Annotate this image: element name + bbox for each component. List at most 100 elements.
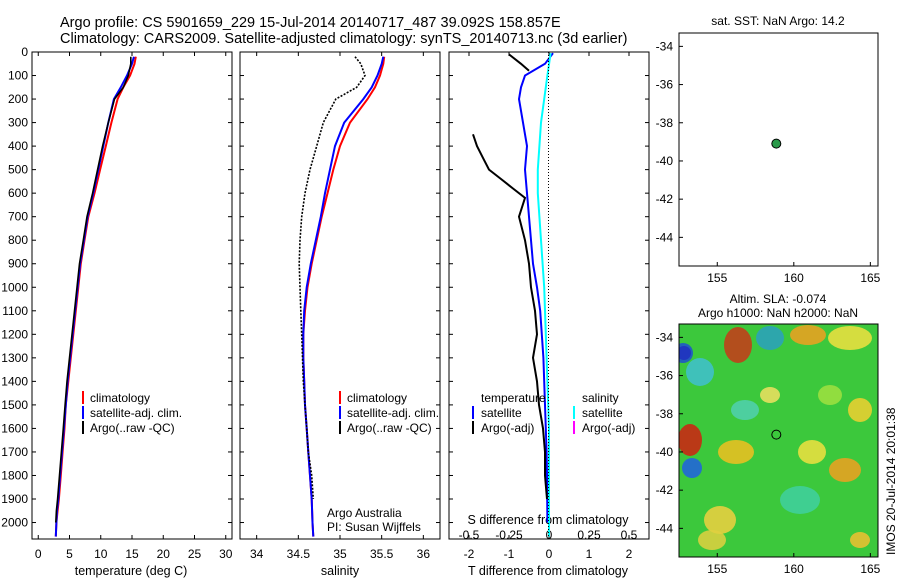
salinity-legend: climatology satellite-adj. clim. Argo(..… [327, 391, 439, 534]
map-y-tick-label: -36 [656, 369, 674, 383]
t-difference-x-axis: -2 -1 0 1 2 [464, 52, 633, 561]
argo-credit-line2: PI: Susan Wijffels [327, 520, 421, 534]
legend-label-climatology: climatology [90, 391, 150, 405]
heatmap-patch [679, 346, 691, 360]
series-line-climatology [54, 56, 137, 537]
temperature-x-label: temperature (deg C) [75, 564, 188, 578]
heatmap-patch [718, 440, 754, 464]
x-tick-label: 20 [157, 547, 171, 561]
heatmap-patch [829, 458, 861, 482]
s-tick-label: 0.25 [577, 528, 601, 542]
series-line-temperature-argo-adj- [472, 133, 548, 500]
difference-series [472, 52, 554, 537]
x-tick-label: 25 [188, 547, 202, 561]
legend-header-temperature: temperature [481, 391, 546, 405]
s-tick-label: 0.5 [621, 528, 638, 542]
depth-tick-label: 1400 [1, 374, 28, 388]
sst-map-title: sat. SST: NaN Argo: 14.2 [711, 14, 845, 28]
depth-tick-label: 1900 [1, 492, 28, 506]
depth-tick-label: 1000 [1, 280, 28, 294]
s-tick-label: -0.25 [495, 528, 523, 542]
sla-map-axes: 155 160 165 -34 -36 -38 -40 -42 -44 [656, 330, 881, 576]
argo-credit-line1: Argo Australia [327, 506, 402, 520]
x-tick-label: 30 [219, 547, 233, 561]
x-tick-label: 35.5 [370, 547, 394, 561]
heatmap-patch [698, 530, 726, 550]
salinity-x-label: salinity [321, 564, 360, 578]
depth-tick-label: 1100 [2, 304, 28, 318]
depth-tick-label: 800 [8, 233, 28, 247]
x-tick-label: 2 [626, 547, 633, 561]
legend-label-s-satellite: satellite [582, 406, 623, 420]
legend-label-t-satellite: satellite [481, 406, 522, 420]
map-y-tick-label: -40 [656, 154, 674, 168]
depth-tick-label: 900 [8, 257, 28, 271]
legend-label-argo: Argo(..raw -QC) [347, 421, 432, 435]
float-position-markers [771, 138, 782, 440]
depth-tick-label: 1600 [1, 421, 28, 435]
series-line-temperature-argo-adj-upper [508, 53, 530, 72]
x-tick-label: 35 [333, 547, 347, 561]
map-x-tick-label: 165 [860, 271, 880, 285]
x-tick-label: 34.5 [287, 547, 311, 561]
s-tick-label: -0.5 [459, 528, 480, 542]
sla-map-title-line1: Altim. SLA: -0.074 [730, 292, 827, 306]
map-y-tick-label: -40 [656, 445, 674, 459]
map-y-tick-label: -34 [656, 39, 674, 53]
float-position-marker-sst [771, 138, 782, 149]
x-tick-label: 15 [125, 547, 139, 561]
series-line-satellite-adj-clim- [302, 56, 385, 537]
map-x-tick-label: 160 [784, 271, 804, 285]
series-line-satellite-adj-clim- [54, 56, 135, 537]
series-line-climatology [302, 56, 386, 537]
sla-heatmap [679, 324, 878, 557]
sst-map-axes: 155 160 165 -34 -36 -38 -40 -42 -44 [656, 39, 881, 285]
legend-label-t-argo: Argo(-adj) [481, 421, 534, 435]
map-y-tick-label: -44 [656, 230, 674, 244]
figure-title-line1: Argo profile: CS 5901659_229 15-Jul-2014… [60, 15, 561, 31]
map-x-tick-label: 155 [707, 271, 727, 285]
map-x-tick-label: 160 [784, 562, 804, 576]
heatmap-patch [682, 458, 702, 478]
sla-map-title-line2: Argo h1000: NaN h2000: NaN [698, 306, 858, 320]
heatmap-patch [756, 326, 784, 350]
series-line-argo-raw-qc- [55, 56, 132, 523]
heatmap-patch [790, 325, 826, 345]
legend-label-satellite: satellite-adj. clim. [90, 406, 182, 420]
float-position-marker-sla [771, 429, 782, 440]
depth-tick-label: 1300 [1, 351, 28, 365]
heatmap-patch [780, 486, 820, 514]
depth-tick-label: 1700 [1, 445, 28, 459]
map-y-tick-label: -38 [656, 407, 674, 421]
salinity-panel-frame [239, 51, 441, 540]
x-tick-label: -1 [504, 547, 515, 561]
figure-title-line2: Climatology: CARS2009. Satellite-adjuste… [60, 31, 627, 47]
map-y-tick-label: -42 [656, 483, 674, 497]
depth-tick-label: 200 [8, 92, 28, 106]
series-line-salinity-satellite [536, 53, 552, 537]
heatmap-patch [818, 385, 842, 405]
heatmap-patch [798, 440, 826, 464]
t-difference-x-label: T difference from climatology [468, 564, 629, 578]
depth-tick-label: 2000 [1, 516, 28, 530]
depth-tick-label: 0 [21, 45, 28, 59]
salinity-series [298, 56, 386, 537]
depth-axis: 0 100 200 300 400 500 600 700 800 900 1000 1100 1200… [1, 45, 649, 530]
map-y-tick-label: -38 [656, 116, 674, 130]
depth-tick-label: 600 [8, 186, 28, 200]
depth-tick-label: 1500 [1, 398, 28, 412]
heatmap-patch [828, 326, 872, 350]
heatmap-patch [686, 358, 714, 386]
depth-tick-label: 1800 [1, 468, 28, 482]
salinity-x-axis: 34 34.5 35 35.5 36 [250, 52, 430, 561]
x-tick-label: 0 [35, 547, 42, 561]
sst-map-frame [678, 32, 879, 267]
map-y-tick-label: -44 [656, 521, 674, 535]
depth-tick-label: 1200 [1, 327, 28, 341]
temperature-series [54, 56, 137, 537]
map-y-tick-label: -42 [656, 192, 674, 206]
map-x-tick-label: 165 [860, 562, 880, 576]
temperature-legend: climatology satellite-adj. clim. Argo(..… [82, 391, 182, 435]
heatmap-patch [850, 532, 870, 548]
